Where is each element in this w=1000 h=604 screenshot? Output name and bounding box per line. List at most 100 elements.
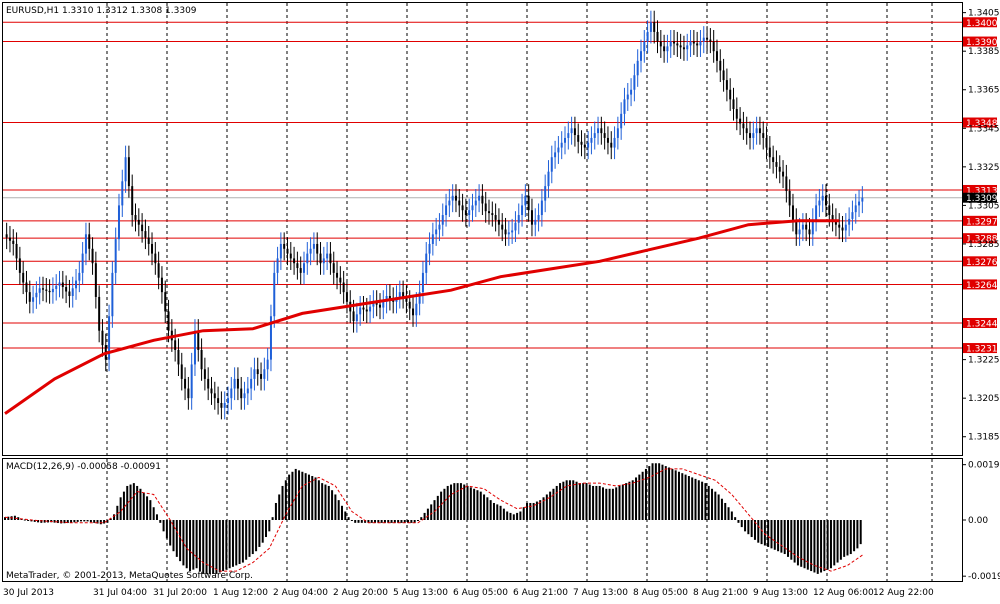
macd-bar xyxy=(106,520,109,523)
candle-body xyxy=(184,378,187,389)
macd-bar xyxy=(89,520,92,523)
candle-body xyxy=(501,224,504,230)
macd-bar xyxy=(222,520,225,572)
candle-body xyxy=(749,133,752,138)
candle-body xyxy=(682,47,685,50)
y-tick-label: 1.3285 xyxy=(968,240,1000,250)
candle-body xyxy=(164,292,167,312)
candle-body xyxy=(5,234,8,238)
macd-bar xyxy=(212,520,215,574)
level-label-box xyxy=(963,233,997,244)
candle-body xyxy=(302,263,305,273)
macd-bar xyxy=(198,520,201,572)
candle-body xyxy=(25,282,28,293)
candle-body xyxy=(610,142,613,148)
candle-body xyxy=(12,240,15,244)
macd-bar xyxy=(86,520,89,522)
candle-body xyxy=(405,296,408,302)
candle-body xyxy=(550,157,553,172)
macd-bar xyxy=(654,463,657,520)
candle-body xyxy=(507,232,510,235)
candle-body xyxy=(32,297,35,302)
macd-bar xyxy=(463,484,466,520)
candle-body xyxy=(808,229,811,235)
candle-body xyxy=(844,224,847,231)
level-label-box xyxy=(963,317,997,328)
x-tick-label: 12 Aug 22:00 xyxy=(873,588,934,598)
candle-body xyxy=(289,253,292,259)
macd-bar xyxy=(311,476,314,520)
candle-body xyxy=(692,41,695,44)
candle-body xyxy=(679,45,682,48)
macd-bar xyxy=(364,520,367,523)
candle-body xyxy=(577,135,580,142)
macd-bar xyxy=(43,520,46,523)
macd-bar xyxy=(446,485,449,520)
macd-bar xyxy=(334,494,337,520)
candle-body xyxy=(557,147,560,153)
candle-body xyxy=(412,308,415,316)
candle-body xyxy=(828,205,831,216)
candle-body xyxy=(65,287,68,292)
macd-bar xyxy=(777,520,780,552)
macd-label: MACD(12,26,9) -0.00058 -0.00091 xyxy=(6,462,161,472)
candle-body xyxy=(329,253,332,264)
macd-bar xyxy=(605,488,608,520)
macd-bar xyxy=(717,494,720,520)
candle-body xyxy=(659,41,662,47)
macd-bar xyxy=(734,517,737,520)
candle-body xyxy=(359,307,362,315)
macd-bar xyxy=(139,488,142,520)
candle-body xyxy=(141,224,144,232)
candle-body xyxy=(207,378,210,389)
candle-body xyxy=(831,215,834,220)
candle-body xyxy=(200,349,203,370)
candle-body xyxy=(316,243,319,254)
macd-bar xyxy=(433,500,436,520)
macd-bar xyxy=(413,520,416,523)
candle-body xyxy=(732,99,735,110)
macd-bar xyxy=(810,520,813,572)
candle-body xyxy=(729,89,732,100)
macd-bar xyxy=(169,520,172,546)
candle-body xyxy=(283,243,286,249)
candle-body xyxy=(537,215,540,220)
level-label-box xyxy=(963,343,997,354)
macd-bar xyxy=(66,520,69,524)
macd-bar xyxy=(357,520,360,523)
macd-bar xyxy=(149,500,152,520)
candle-body xyxy=(51,288,54,293)
candle-body xyxy=(544,186,547,201)
candle-body xyxy=(497,219,500,225)
candle-body xyxy=(762,133,765,138)
candle-body xyxy=(752,133,755,138)
macd-bar xyxy=(601,487,604,520)
level-label-box xyxy=(963,279,997,290)
candle-body xyxy=(137,219,140,225)
macd-y-tick-label: 0.00 xyxy=(968,516,988,526)
macd-bar xyxy=(635,477,638,520)
candle-body xyxy=(438,224,441,230)
candle-body xyxy=(127,157,130,187)
candle-body xyxy=(560,142,563,148)
macd-bar xyxy=(516,512,519,520)
macd-bar xyxy=(228,520,231,569)
candle-body xyxy=(256,369,259,375)
candle-body xyxy=(28,292,31,302)
candle-body xyxy=(656,31,659,42)
candle-body xyxy=(425,253,428,273)
macd-bar xyxy=(790,520,793,560)
macd-bar xyxy=(549,491,552,520)
macd-bar xyxy=(763,520,766,546)
macd-bar xyxy=(281,485,284,520)
macd-bar xyxy=(288,474,291,520)
candle-body xyxy=(415,303,418,316)
macd-bar xyxy=(113,514,116,520)
macd-bar xyxy=(767,520,770,547)
candle-body xyxy=(45,289,48,291)
candle-body xyxy=(296,263,299,269)
macd-bar xyxy=(350,520,353,521)
macd-bar xyxy=(337,500,340,520)
